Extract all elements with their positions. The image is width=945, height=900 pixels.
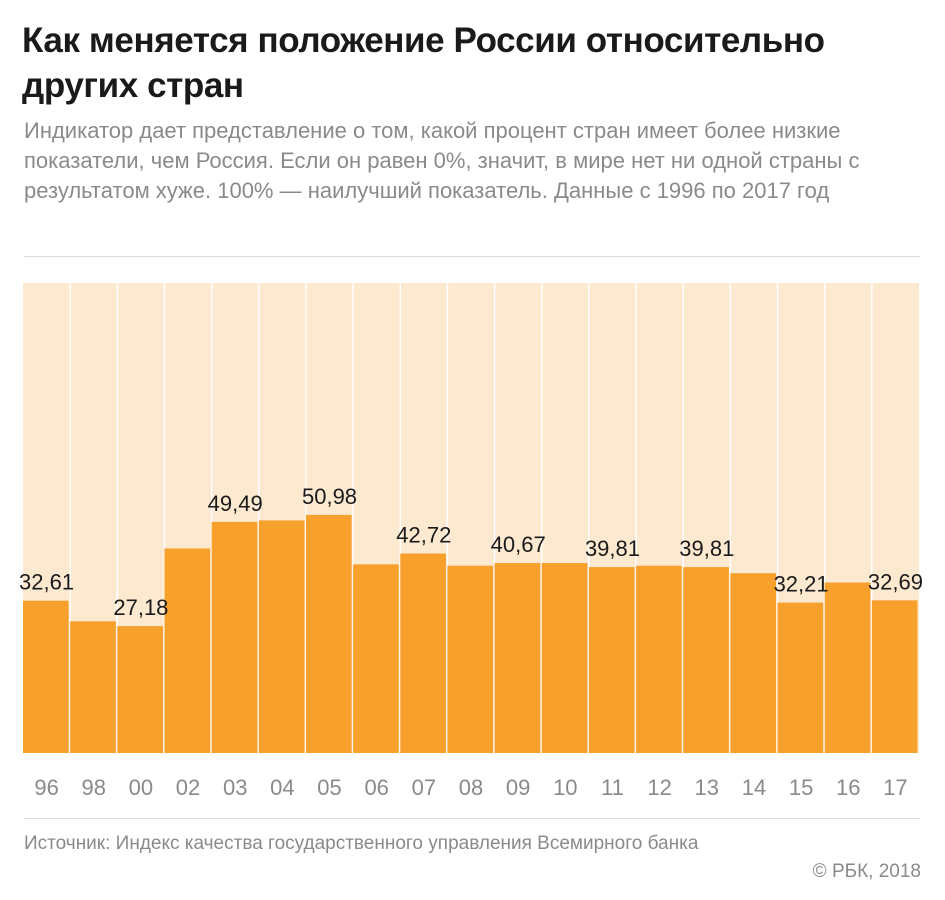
bar-96 xyxy=(23,600,69,753)
bar-06 xyxy=(353,564,399,753)
data-label-17: 32,69 xyxy=(868,569,923,594)
bar-16 xyxy=(824,582,871,753)
bar-09 xyxy=(494,563,541,753)
x-tick-11: 11 xyxy=(601,775,624,800)
bar-11 xyxy=(588,567,635,753)
chart-title: Как меняется положение России относитель… xyxy=(22,21,825,105)
top-divider xyxy=(24,256,920,257)
data-label-15: 32,21 xyxy=(774,572,829,597)
source-note: Источник: Индекс качества государственно… xyxy=(24,833,699,854)
copyright: © РБК, 2018 xyxy=(812,861,921,882)
bar-13 xyxy=(683,567,729,753)
bar-07 xyxy=(400,553,446,753)
x-tick-16: 16 xyxy=(836,775,860,800)
data-label-13: 39,81 xyxy=(679,536,734,561)
x-tick-05: 05 xyxy=(317,775,341,800)
bottom-divider xyxy=(24,818,920,819)
bar-14 xyxy=(730,573,777,753)
bars xyxy=(23,514,918,753)
bar-98 xyxy=(70,621,116,753)
chart-subtitle: Индикатор дает представление о том, како… xyxy=(24,118,860,203)
bar-05 xyxy=(305,514,352,753)
bar-02 xyxy=(164,548,211,753)
x-tick-04: 04 xyxy=(270,775,294,800)
data-label-00: 27,18 xyxy=(113,595,168,620)
x-tick-08: 08 xyxy=(459,775,483,800)
bar-chart: 32,61 27,18 49,49 50,98 42,72 40,67 39,81 39,81… xyxy=(19,283,923,800)
data-label-96: 32,61 xyxy=(19,570,74,595)
bar-10 xyxy=(541,563,588,753)
x-tick-10: 10 xyxy=(553,775,577,800)
x-tick-00: 00 xyxy=(129,775,153,800)
data-label-07: 42,72 xyxy=(396,522,451,547)
x-tick-14: 14 xyxy=(742,775,766,800)
bar-08 xyxy=(447,565,494,753)
data-label-05: 50,98 xyxy=(302,484,357,509)
x-tick-13: 13 xyxy=(695,775,719,800)
bar-03 xyxy=(211,521,258,753)
bar-00 xyxy=(117,626,163,753)
data-label-03: 49,49 xyxy=(208,491,263,516)
bar-17 xyxy=(871,600,918,753)
data-label-09: 40,67 xyxy=(491,532,546,557)
x-tick-15: 15 xyxy=(789,775,813,800)
x-tick-07: 07 xyxy=(412,775,436,800)
x-axis-tick-labels: 96 98 00 02 03 04 05 06 07 08 09 10 11 12 13 14 15 16 17 xyxy=(34,775,907,800)
bar-12 xyxy=(636,565,682,753)
x-tick-96: 96 xyxy=(34,775,58,800)
x-tick-06: 06 xyxy=(364,775,388,800)
x-tick-12: 12 xyxy=(647,775,671,800)
x-tick-03: 03 xyxy=(223,775,247,800)
data-label-11: 39,81 xyxy=(585,536,640,561)
data-labels: 32,61 27,18 49,49 50,98 42,72 40,67 39,81 39,81… xyxy=(19,484,923,620)
bar-04 xyxy=(258,520,305,753)
x-tick-09: 09 xyxy=(506,775,530,800)
bar-15 xyxy=(777,602,824,753)
x-tick-98: 98 xyxy=(81,775,105,800)
x-tick-02: 02 xyxy=(176,775,200,800)
x-tick-17: 17 xyxy=(883,775,907,800)
